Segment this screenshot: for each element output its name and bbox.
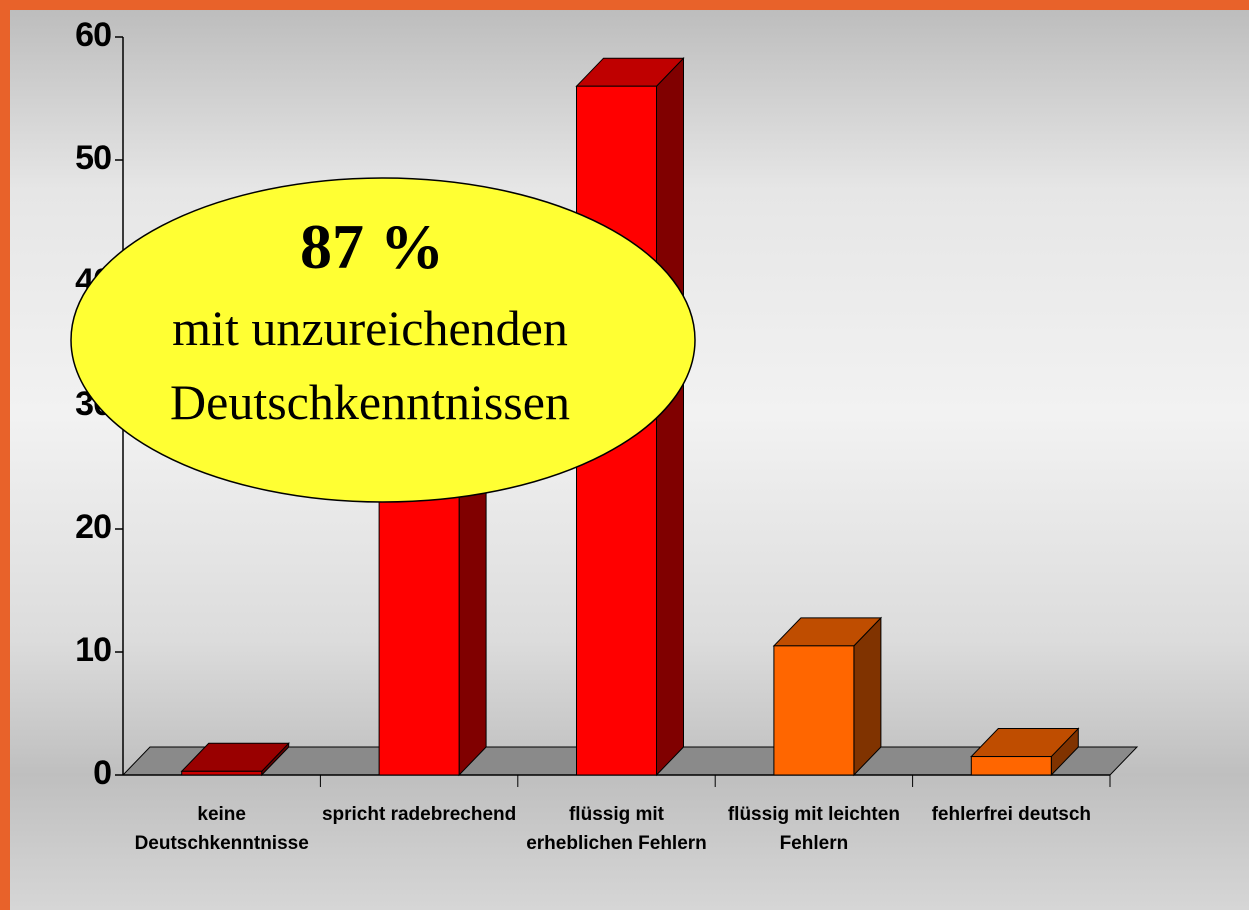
- y-tick-label: 0: [93, 754, 111, 792]
- y-tick-label: 50: [75, 139, 111, 177]
- bar: [970, 727, 1080, 777]
- x-tick-label: flüssig mit erheblichen Fehlern: [526, 804, 707, 854]
- x-tick-label: fehlerfrei deutsch: [931, 804, 1092, 825]
- bar-face: [656, 56, 684, 777]
- annotation-bubble: [70, 177, 696, 503]
- bar-face: [970, 756, 1052, 776]
- annotation-headline: 87 %: [300, 211, 444, 282]
- y-tick-label: 10: [75, 631, 111, 669]
- x-tick-label: spricht radebrechend: [321, 804, 517, 825]
- y-tick-label: 20: [75, 508, 111, 546]
- x-tick-label: keine Deutschkenntnisse: [134, 804, 309, 854]
- y-tick-label: 60: [75, 16, 111, 54]
- bar-face: [181, 770, 263, 776]
- bar-face: [773, 645, 855, 776]
- bar: [772, 616, 883, 777]
- annotation-line: Deutschkenntnissen: [170, 374, 570, 430]
- x-tick-label: flüssig mit leichten Fehlern: [727, 804, 900, 854]
- bar: [180, 742, 290, 777]
- annotation-line: mit unzureichenden: [172, 300, 568, 356]
